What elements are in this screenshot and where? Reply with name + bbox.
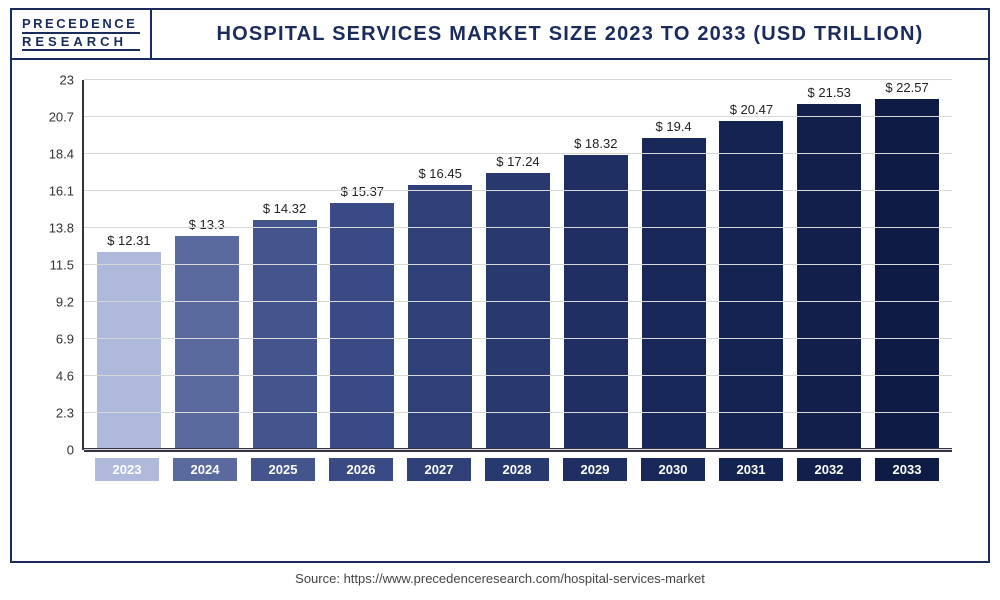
x-tick-label: 2026 (329, 458, 393, 481)
x-tick-label: 2023 (95, 458, 159, 481)
source-citation: Source: https://www.precedenceresearch.c… (0, 571, 1000, 586)
bar (642, 138, 706, 450)
bar (564, 155, 628, 450)
chart-frame: PRECEDENCE RESEARCH HOSPITAL SERVICES MA… (10, 8, 990, 563)
chart-area: $ 12.31 $ 13.3 $ 14.32 $ 15.37 $ 16.45 $ 17.2… (12, 60, 988, 500)
grid-line: 18.4 (84, 153, 952, 154)
x-tick-label: 2027 (407, 458, 471, 481)
bar-group: $ 13.3 (172, 80, 242, 450)
y-tick-label: 23 (60, 73, 84, 88)
logo-line1: PRECEDENCE (22, 17, 140, 30)
bar-group: $ 17.24 (483, 80, 553, 450)
bar-value-label: $ 18.32 (574, 136, 617, 151)
y-tick-label: 11.5 (50, 258, 84, 273)
grid-line: 0 (84, 449, 952, 450)
y-tick-label: 4.6 (56, 369, 84, 384)
bar-value-label: $ 17.24 (496, 154, 539, 169)
y-tick-label: 13.8 (49, 221, 84, 236)
grid-line: 20.7 (84, 116, 952, 117)
bar-value-label: $ 14.32 (263, 201, 306, 216)
x-tick-label: 2032 (797, 458, 861, 481)
grid-line: 11.5 (84, 264, 952, 265)
bars-container: $ 12.31 $ 13.3 $ 14.32 $ 15.37 $ 16.45 $ 17.2… (84, 80, 952, 450)
x-tick-label: 2028 (485, 458, 549, 481)
bar (875, 99, 939, 450)
bar (486, 173, 550, 450)
bar (719, 121, 783, 450)
bar (408, 185, 472, 450)
plot-region: $ 12.31 $ 13.3 $ 14.32 $ 15.37 $ 16.45 $ 17.2… (82, 80, 952, 450)
grid-line: 6.9 (84, 338, 952, 339)
bar (175, 236, 239, 450)
bar-group: $ 19.4 (639, 80, 709, 450)
bar-group: $ 22.57 (872, 80, 942, 450)
bar-group: $ 18.32 (561, 80, 631, 450)
y-tick-label: 20.7 (49, 110, 84, 125)
y-tick-label: 2.3 (56, 406, 84, 421)
x-tick-label: 2025 (251, 458, 315, 481)
bar-value-label: $ 21.53 (808, 85, 851, 100)
bar (797, 104, 861, 450)
y-tick-label: 18.4 (49, 147, 84, 162)
y-tick-label: 0 (67, 443, 84, 458)
bar-value-label: $ 16.45 (418, 166, 461, 181)
x-tick-label: 2033 (875, 458, 939, 481)
bar (253, 220, 317, 450)
bar-value-label: $ 22.57 (885, 80, 928, 95)
grid-line: 2.3 (84, 412, 952, 413)
bar-group: $ 15.37 (327, 80, 397, 450)
x-tick-label: 2029 (563, 458, 627, 481)
bar-value-label: $ 19.4 (656, 119, 692, 134)
bar-value-label: $ 12.31 (107, 233, 150, 248)
grid-line: 13.8 (84, 227, 952, 228)
y-tick-label: 16.1 (49, 184, 84, 199)
bar-value-label: $ 15.37 (341, 184, 384, 199)
chart-title: HOSPITAL SERVICES MARKET SIZE 2023 TO 20… (152, 23, 988, 46)
bar-value-label: $ 13.3 (189, 217, 225, 232)
header-row: PRECEDENCE RESEARCH HOSPITAL SERVICES MA… (12, 10, 988, 60)
y-tick-label: 6.9 (56, 332, 84, 347)
logo: PRECEDENCE RESEARCH (12, 10, 152, 58)
grid-line: 4.6 (84, 375, 952, 376)
bar-group: $ 20.47 (717, 80, 787, 450)
grid-line: 9.2 (84, 301, 952, 302)
grid-line: 16.1 (84, 190, 952, 191)
x-tick-label: 2024 (173, 458, 237, 481)
bar (97, 252, 161, 450)
x-tick-label: 2031 (719, 458, 783, 481)
grid-line: 23 (84, 79, 952, 80)
logo-line2: RESEARCH (22, 32, 140, 51)
bar-value-label: $ 20.47 (730, 102, 773, 117)
bar-group: $ 16.45 (405, 80, 475, 450)
bar-group: $ 12.31 (94, 80, 164, 450)
x-tick-label: 2030 (641, 458, 705, 481)
bar-group: $ 14.32 (250, 80, 320, 450)
x-axis-labels: 2023 2024 2025 2026 2027 2028 2029 2030 2031 2032… (82, 458, 952, 481)
y-tick-label: 9.2 (56, 295, 84, 310)
bar-group: $ 21.53 (794, 80, 864, 450)
